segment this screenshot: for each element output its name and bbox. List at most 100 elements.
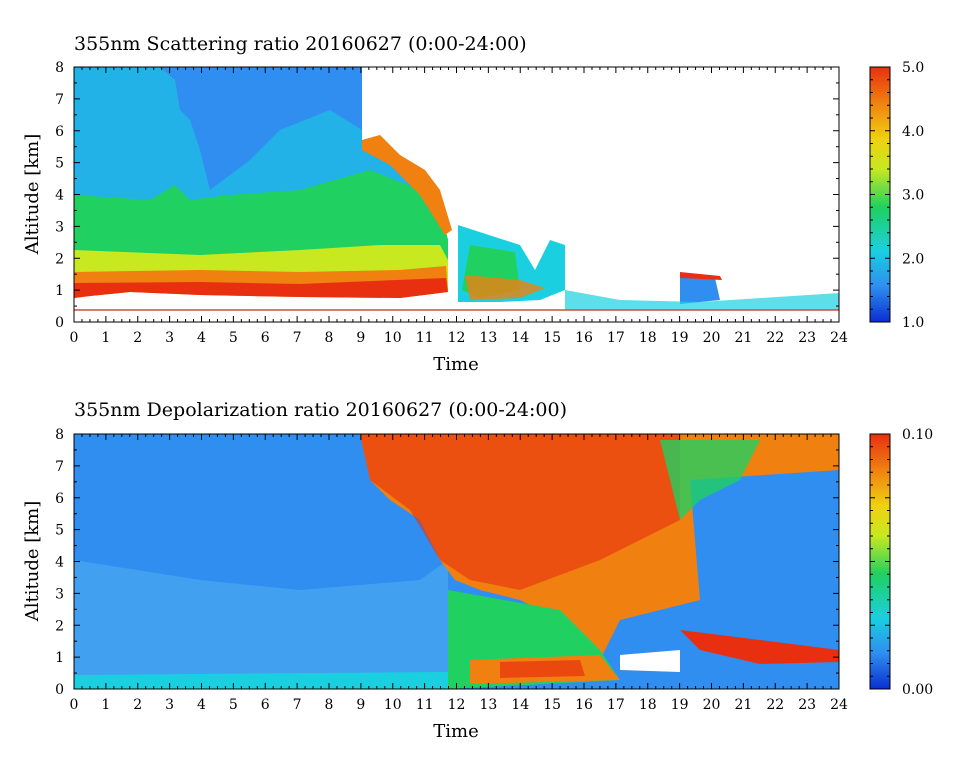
y-axis-label: Altitude [km]	[22, 501, 43, 623]
x-tick-label: 2	[133, 330, 142, 346]
x-tick-label: 18	[639, 697, 657, 713]
y-tick-label: 7	[55, 459, 64, 475]
scattering-ratio-panel: 355nm Scattering ratio 20160627 (0:00-24…	[22, 33, 924, 375]
x-tick-label: 4	[197, 697, 206, 713]
y-tick-label: 2	[55, 618, 64, 634]
chart-title: 355nm Scattering ratio 20160627 (0:00-24…	[74, 33, 527, 55]
colorbar-tick-label: 0.10	[902, 427, 933, 443]
y-tick-label: 6	[55, 491, 64, 507]
y-axis-label: Altitude [km]	[22, 134, 43, 256]
x-tick-label: 13	[479, 330, 497, 346]
colorbar: 0.00 0.10	[869, 427, 933, 698]
heatmap-region-cloud-edge	[362, 135, 452, 235]
x-tick-label: 3	[165, 697, 174, 713]
x-tick-label: 1	[101, 697, 110, 713]
y-tick-label: 1	[55, 650, 64, 666]
y-tick-label: 7	[55, 92, 64, 108]
x-tick-label: 21	[734, 330, 752, 346]
x-tick-label: 23	[798, 697, 816, 713]
colorbar-tick-label: 4.0	[902, 124, 924, 140]
x-tick-label: 22	[766, 330, 784, 346]
x-tick-label: 20	[703, 330, 721, 346]
heatmap-region-trail	[565, 290, 839, 310]
x-tick-label: 2	[133, 697, 142, 713]
y-axis: 0 1 2 3 4 5 6 7 8	[55, 60, 839, 331]
y-axis: 0 1 2 3 4 5 6 7 8	[55, 427, 839, 698]
y-tick-label: 2	[55, 251, 64, 267]
heatmap-region-late-blue	[690, 470, 839, 655]
x-tick-label: 0	[70, 697, 79, 713]
heatmap-region-late-green	[660, 440, 760, 520]
colorbar-ticks: 1.0 2.0 3.0 4.0 5.0	[870, 60, 924, 331]
y-tick-label: 4	[55, 188, 64, 204]
x-tick-label: 15	[543, 697, 561, 713]
x-tick-label: 6	[261, 330, 270, 346]
x-tick-label: 5	[229, 697, 238, 713]
x-tick-label: 17	[607, 697, 625, 713]
x-tick-label: 13	[479, 697, 497, 713]
x-tick-label: 10	[384, 330, 402, 346]
x-tick-label: 16	[575, 330, 593, 346]
x-tick-label: 20	[703, 697, 721, 713]
heatmap-area	[74, 434, 839, 689]
colorbar-tick-label: 5.0	[902, 60, 924, 76]
x-tick-label: 23	[798, 330, 816, 346]
x-axis: 0 1 2 3 4 5 6 7 8 9 10 11 12 13 14 15 16 17 18 19 20 21 22 23 24	[70, 434, 848, 713]
x-tick-label: 11	[416, 330, 434, 346]
y-tick-label: 0	[55, 682, 64, 698]
colorbar: 1.0 2.0 3.0 4.0 5.0	[869, 60, 924, 331]
heatmap-region-dust-core	[500, 660, 585, 678]
colorbar-ticks: 0.00 0.10	[870, 427, 933, 698]
heatmap-area	[74, 67, 839, 322]
colorbar-tick-label: 3.0	[902, 188, 924, 204]
x-tick-label: 24	[830, 697, 848, 713]
x-tick-label: 8	[325, 330, 334, 346]
x-tick-label: 14	[511, 330, 529, 346]
x-tick-label: 11	[416, 697, 434, 713]
x-tick-label: 6	[261, 697, 270, 713]
y-tick-label: 1	[55, 283, 64, 299]
x-axis: 0 1 2 3 4 5 6 7 8 9 10 11 12 13 14 15 16 17 18 19 20 21 22 23 24	[70, 67, 848, 346]
x-tick-label: 4	[197, 330, 206, 346]
x-tick-label: 21	[734, 697, 752, 713]
x-tick-label: 16	[575, 697, 593, 713]
x-tick-label: 1	[101, 330, 110, 346]
y-tick-label: 8	[55, 427, 64, 443]
x-tick-label: 12	[448, 330, 466, 346]
heatmap-region-surface	[74, 672, 448, 689]
x-tick-label: 9	[356, 697, 365, 713]
x-tick-label: 18	[639, 330, 657, 346]
y-tick-label: 5	[55, 523, 64, 539]
x-tick-label: 19	[671, 330, 689, 346]
y-tick-label: 4	[55, 555, 64, 571]
y-tick-label: 6	[55, 124, 64, 140]
heatmap-region-cloud-band	[680, 630, 839, 664]
x-tick-label: 0	[70, 330, 79, 346]
x-tick-label: 8	[325, 697, 334, 713]
heatmap-region-gap	[620, 650, 680, 672]
x-tick-label: 7	[293, 697, 302, 713]
x-tick-label: 12	[448, 697, 466, 713]
x-tick-label: 9	[356, 330, 365, 346]
x-tick-label: 24	[830, 330, 848, 346]
y-tick-label: 8	[55, 60, 64, 76]
heatmap-region-noise-overlay	[360, 434, 680, 590]
x-tick-label: 17	[607, 330, 625, 346]
x-tick-label: 3	[165, 330, 174, 346]
y-tick-label: 5	[55, 156, 64, 172]
colorbar-tick-label: 2.0	[902, 251, 924, 267]
heatmap-region-low-cloud-edge	[465, 275, 545, 300]
y-tick-label: 3	[55, 219, 64, 235]
x-tick-label: 22	[766, 697, 784, 713]
heatmap-region-cyan-lower	[74, 560, 448, 689]
x-axis-label: Time	[433, 354, 478, 375]
heatmap-region-boundary-top	[74, 278, 448, 298]
x-tick-label: 10	[384, 697, 402, 713]
depolarization-ratio-panel: 355nm Depolarization ratio 20160627 (0:0…	[22, 399, 933, 742]
colorbar-tick-label: 1.0	[902, 315, 924, 331]
x-axis-label: Time	[433, 721, 478, 742]
chart-title: 355nm Depolarization ratio 20160627 (0:0…	[74, 399, 567, 421]
x-tick-label: 15	[543, 330, 561, 346]
x-tick-label: 19	[671, 697, 689, 713]
